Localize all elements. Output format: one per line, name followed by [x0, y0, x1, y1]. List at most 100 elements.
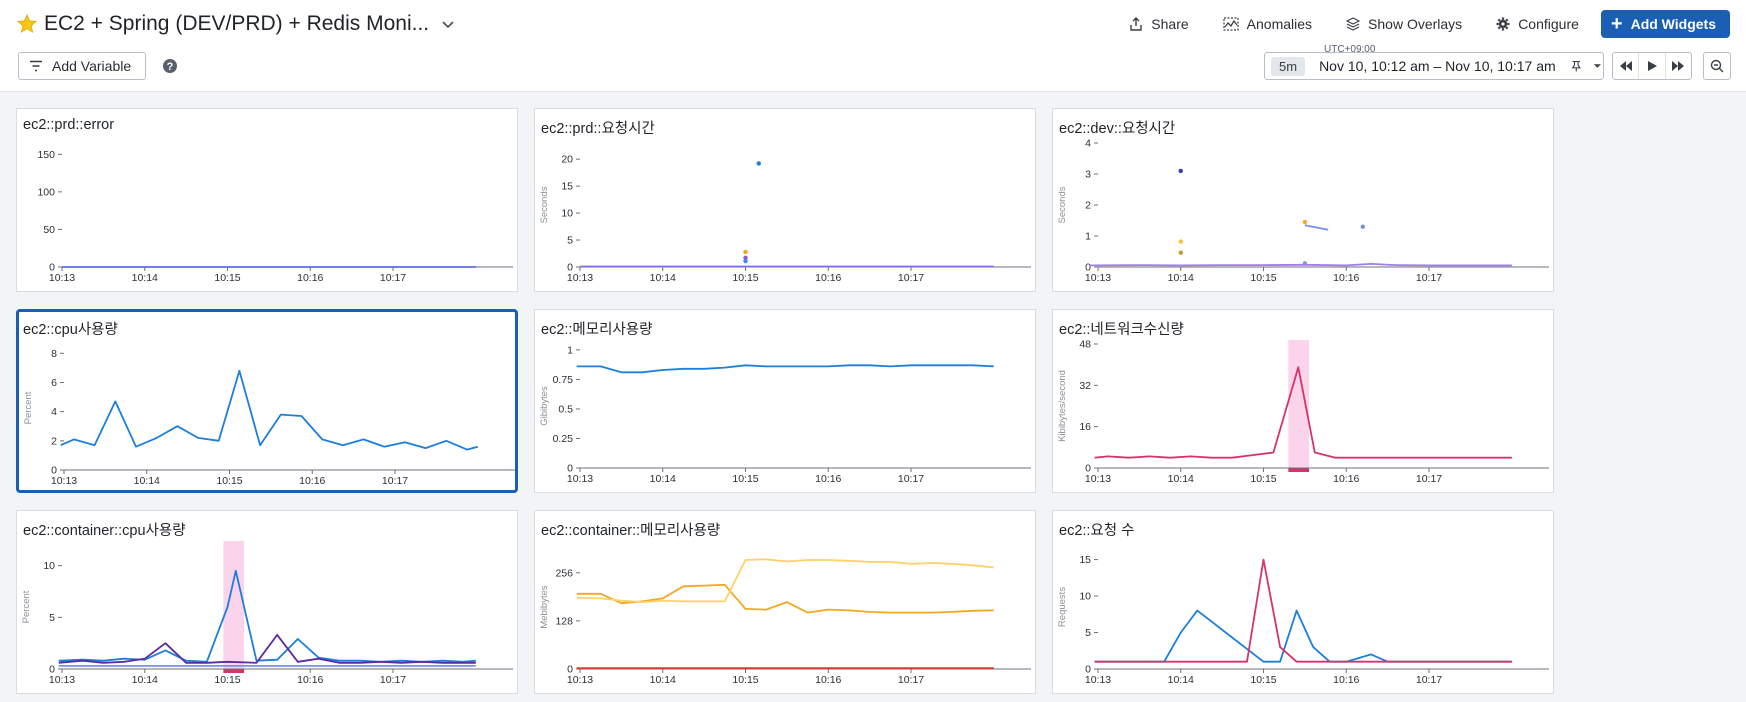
y-tick-label: 150 — [37, 149, 55, 161]
anomalies-button[interactable]: Anomalies — [1223, 16, 1312, 32]
add-widgets-button[interactable]: + Add Widgets — [1600, 10, 1730, 38]
widget-title: ec2::요청 수 — [1059, 523, 1135, 539]
series-line-2[interactable] — [1094, 558, 1512, 663]
y-axis-label: Seconds — [539, 186, 550, 223]
x-tick-label: 10:13 — [49, 674, 75, 686]
series-line-1[interactable] — [576, 364, 994, 374]
timezone-label: UTC+09:00 — [1322, 44, 1378, 55]
svg-text:?: ? — [167, 61, 174, 73]
series-line-2[interactable] — [576, 558, 994, 603]
pin-icon[interactable] — [1570, 59, 1583, 73]
chart[interactable]: 0 1 2 3 4 10:13 10:14 10:15 10:16 10:17 Seconds — [1053, 109, 1555, 293]
zoom-out-button[interactable] — [1703, 52, 1731, 80]
y-tick-label: 10 — [1079, 591, 1091, 603]
series-line-7[interactable] — [1304, 224, 1329, 231]
widget-3[interactable]: ec2::dev::요청시간 0 1 2 3 4 10:13 10:14 10:15 10:16 1… — [1052, 108, 1554, 292]
data-point[interactable] — [1360, 224, 1366, 229]
x-tick-label: 10:16 — [1333, 473, 1359, 485]
y-tick-label: 5 — [49, 612, 55, 624]
chevron-down-icon[interactable] — [1592, 60, 1603, 72]
x-tick-label: 10:16 — [815, 272, 841, 284]
x-tick-label: 10:17 — [1416, 674, 1442, 686]
y-tick-label: 1 — [1085, 231, 1091, 243]
y-axis-label: Requests — [1057, 587, 1068, 627]
anomalies-label: Anomalies — [1246, 16, 1313, 32]
data-point[interactable] — [756, 161, 761, 166]
widget-8[interactable]: ec2::container::메모리사용량 0 128 256 10:13 10:14 1… — [534, 510, 1036, 694]
x-tick-label: 10:15 — [732, 473, 758, 485]
y-tick-label: 10 — [43, 560, 55, 572]
y-tick-label: 0 — [49, 664, 55, 676]
y-tick-label: 4 — [51, 406, 57, 418]
star-icon[interactable] — [16, 13, 38, 35]
fast-forward-button[interactable] — [1666, 53, 1691, 79]
data-point[interactable] — [1302, 219, 1308, 225]
y-tick-label: 0.5 — [558, 403, 573, 415]
data-point[interactable] — [743, 249, 748, 255]
widget-1[interactable]: ec2::prd::error 0 50 100 150 10:13 10:14 10:15 1… — [16, 108, 518, 292]
data-point[interactable] — [1178, 168, 1183, 174]
series-line-1[interactable] — [58, 569, 476, 663]
chart[interactable]: 0 2 4 6 8 10:13 10:14 10:15 10:16 10:17 Percent — [19, 312, 521, 496]
x-tick-label: 10:16 — [1333, 272, 1359, 284]
data-point[interactable] — [743, 258, 748, 264]
series-line-1[interactable] — [576, 583, 994, 614]
data-point[interactable] — [1178, 250, 1183, 255]
configure-button[interactable]: Configure — [1496, 16, 1579, 32]
dashboard-title[interactable]: EC2 + Spring (DEV/PRD) + Redis Moni... — [44, 12, 430, 35]
data-point[interactable] — [1178, 239, 1183, 244]
time-span-badge: 5m — [1271, 56, 1306, 76]
data-point[interactable] — [743, 255, 748, 261]
x-tick-label: 10:15 — [1250, 473, 1276, 485]
x-tick-label: 10:15 — [214, 272, 240, 284]
x-tick-label: 10:14 — [650, 272, 676, 284]
help-icon[interactable]: ? — [162, 58, 178, 74]
chart[interactable]: 0 5 10 10:13 10:14 10:15 10:16 10:17 Percent — [17, 511, 519, 695]
widget-5[interactable]: ec2::메모리사용량 0 0.25 0.5 0.75 1 10:13 10:14 10:15 1… — [534, 309, 1036, 493]
series-line-8[interactable] — [1089, 262, 1512, 267]
x-tick-label: 10:14 — [1168, 674, 1194, 686]
x-tick-label: 10:14 — [1168, 272, 1194, 284]
y-tick-label: 3 — [1085, 169, 1091, 181]
y-tick-label: 10 — [561, 208, 573, 220]
y-axis-label: Kibibytes/second — [1057, 370, 1068, 442]
y-tick-label: 6 — [51, 377, 57, 389]
chart[interactable]: 0 16 32 48 10:13 10:14 10:15 10:16 10:17 Kibibyte… — [1053, 310, 1555, 494]
y-tick-label: 100 — [37, 186, 55, 198]
chart[interactable]: 0 128 256 10:13 10:14 10:15 10:16 10:17 Mebibyte… — [535, 511, 1037, 695]
chart[interactable]: 0 50 100 150 10:13 10:14 10:15 10:16 10:17 — [17, 109, 519, 293]
play-button[interactable] — [1639, 53, 1666, 79]
chart[interactable]: 0 0.25 0.5 0.75 1 10:13 10:14 10:15 10:16 10:17 Gi… — [535, 310, 1037, 494]
widget-title: ec2::container::메모리사용량 — [541, 523, 721, 539]
widget-6[interactable]: ec2::네트워크수신량 0 16 32 48 10:13 10:14 10:15 10:16 1… — [1052, 309, 1554, 493]
y-tick-label: 0.75 — [553, 374, 574, 386]
series-line-1[interactable] — [1094, 609, 1512, 663]
gear-icon — [1496, 17, 1510, 31]
chart[interactable]: 0 5 10 15 10:13 10:14 10:15 10:16 10:17 Requests — [1053, 511, 1555, 695]
widget-9[interactable]: ec2::요청 수 0 5 10 15 10:13 10:14 10:15 10:16 10:17… — [1052, 510, 1554, 694]
title-row: EC2 + Spring (DEV/PRD) + Redis Moni... — [16, 10, 455, 38]
x-tick-label: 10:14 — [132, 674, 158, 686]
y-tick-label: 15 — [561, 181, 573, 193]
rewind-button[interactable] — [1613, 53, 1640, 79]
series-line-2[interactable] — [58, 634, 476, 664]
series-line-1[interactable] — [60, 369, 479, 451]
show-overlays-button[interactable]: Show Overlays — [1346, 16, 1462, 32]
add-variable-button[interactable]: Add Variable — [18, 52, 147, 80]
layers-icon — [1346, 17, 1361, 31]
widget-4[interactable]: ec2::cpu사용량 0 2 4 6 8 10:13 10:14 10:15 10:16 10:1… — [16, 309, 518, 493]
time-picker[interactable]: 5m Nov 10, 10:12 am – Nov 10, 10:17 am — [1264, 52, 1604, 80]
series-line-1[interactable] — [1094, 366, 1512, 459]
share-button[interactable]: Share — [1129, 16, 1189, 32]
widget-2[interactable]: ec2::prd::요청시간 0 5 10 15 20 10:13 10:14 10:15 10:… — [534, 108, 1036, 292]
chart[interactable]: 0 5 10 15 20 10:13 10:14 10:15 10:16 10:17 Seconds — [535, 109, 1037, 293]
widget-7[interactable]: ec2::container::cpu사용량 0 5 10 10:13 10:14 10:1… — [16, 510, 518, 694]
x-tick-label: 10:16 — [815, 674, 841, 686]
x-tick-label: 10:16 — [297, 272, 323, 284]
y-tick-label: 16 — [1079, 421, 1091, 433]
share-label: Share — [1151, 16, 1189, 32]
x-tick-label: 10:13 — [1085, 473, 1111, 485]
chevron-down-icon[interactable] — [441, 17, 455, 31]
y-axis-label: Gibibytes — [539, 386, 550, 426]
widget-title: ec2::cpu사용량 — [23, 322, 118, 338]
